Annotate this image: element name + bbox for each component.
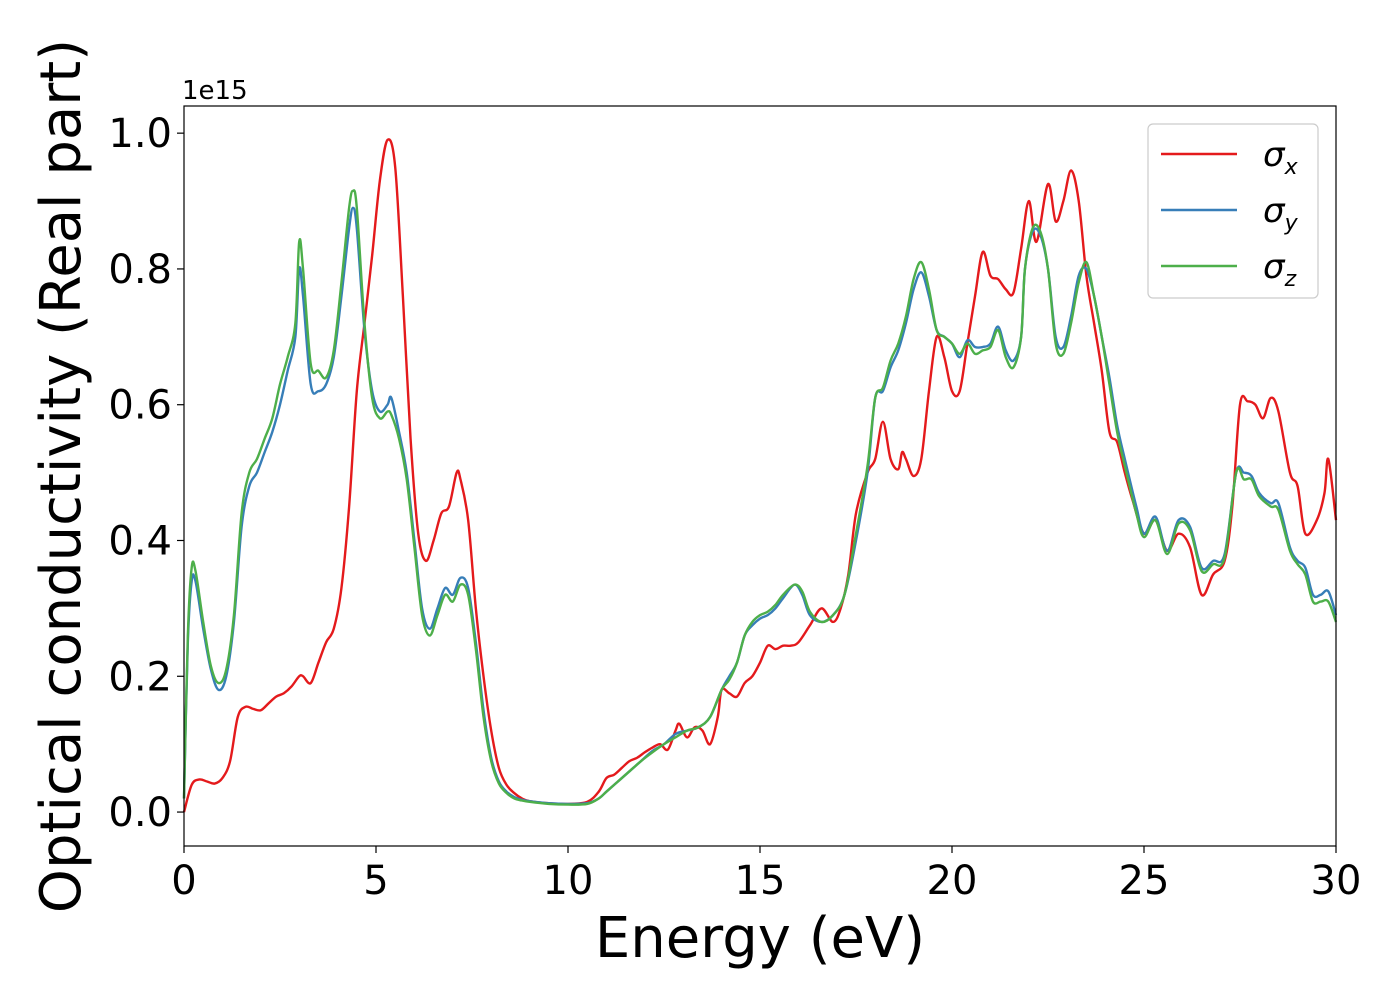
series-line-sigma-x [182,138,1338,813]
x-tick-label: 10 [543,858,594,904]
legend: σx σy σz [1147,123,1319,299]
y-offset-text: 1e15 [182,76,248,106]
y-axis-title: Optical conductivity (Real part) [29,39,94,913]
y-tick-label: 0.8 [108,247,172,293]
x-axis-ticks: 0 5 10 15 20 25 30 [171,846,1361,904]
x-tick-label: 15 [735,858,786,904]
y-axis-ticks: 0.0 0.2 0.4 0.6 0.8 1.0 [108,111,184,836]
series-layer [182,138,1338,813]
y-tick-label: 0.2 [108,654,172,700]
x-tick-label: 0 [171,858,196,904]
y-tick-label: 0.6 [108,383,172,429]
x-tick-label: 5 [363,858,388,904]
legend-items: σx σy σz [1161,135,1299,292]
x-tick-label: 30 [1311,858,1362,904]
legend-label-sigma-y: σy [1263,191,1299,236]
y-tick-label: 1.0 [108,111,172,157]
x-tick-label: 20 [927,858,978,904]
x-axis-title: Energy (eV) [595,906,925,971]
series-line-sigma-z [182,189,1338,806]
y-tick-label: 0.0 [108,790,172,836]
x-tick-label: 25 [1119,858,1170,904]
y-tick-label: 0.4 [108,518,172,564]
legend-label-sigma-x: σx [1263,135,1299,180]
legend-label-sigma-z: σz [1263,247,1297,292]
